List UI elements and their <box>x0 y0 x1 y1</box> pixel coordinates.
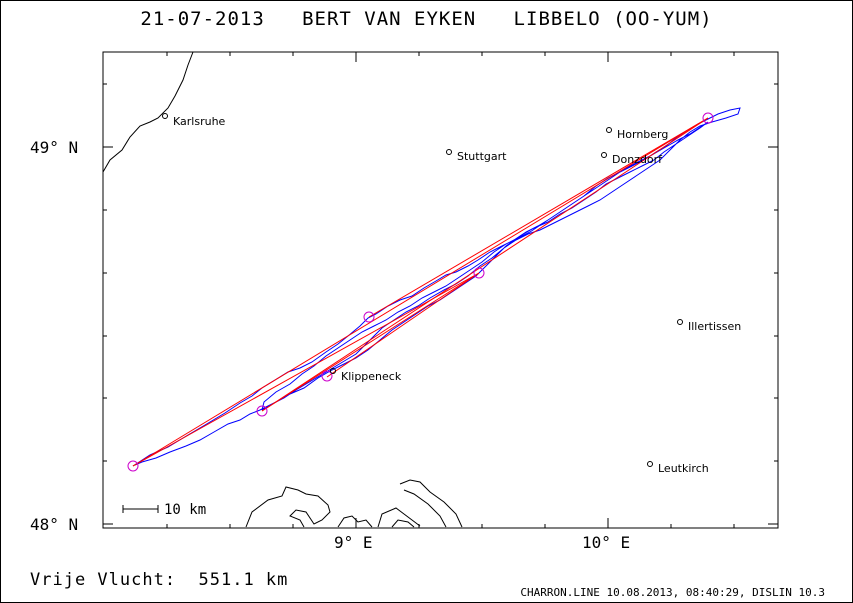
turnpoint-5 <box>702 112 714 124</box>
plot-frame <box>102 51 779 529</box>
map-title: 21-07-2013 BERT VAN EYKEN LIBBELO (OO-YU… <box>140 8 713 30</box>
flight-distance: Vrije Vlucht: 551.1 km <box>30 570 289 590</box>
render-credit: CHARRON.LINE 10.08.2013, 08:40:29, DISLI… <box>520 586 825 599</box>
turnpoints <box>127 112 714 472</box>
turnpoint-1 <box>256 405 268 417</box>
turnpoint-3 <box>363 311 375 323</box>
scale-bar <box>122 505 159 513</box>
place-stuttgart: Stuttgart <box>457 150 507 163</box>
lake-outlines <box>245 479 463 528</box>
flight-legs <box>132 117 709 467</box>
scale-bar-label: 10 km <box>164 502 206 518</box>
place-hornberg: Hornberg <box>617 128 668 141</box>
turnpoint-start <box>127 460 139 472</box>
border-line <box>102 51 194 173</box>
place-leutkirch: Leutkirch <box>658 462 709 475</box>
place-markers: Karlsruhe Stuttgart Hornberg Donzdorf Il… <box>162 113 741 475</box>
y-label-48: 48° N <box>30 515 78 534</box>
turnpoint-4 <box>473 267 485 279</box>
place-donzdorf: Donzdorf <box>612 153 663 166</box>
place-illertissen: Illertissen <box>688 320 741 333</box>
place-klippeneck: Klippeneck <box>341 370 402 383</box>
y-label-49: 49° N <box>30 138 78 157</box>
x-label-9: 9° E <box>334 533 373 552</box>
place-karlsruhe: Karlsruhe <box>173 115 226 128</box>
turnpoint-2 <box>321 370 333 382</box>
x-label-10: 10° E <box>582 533 630 552</box>
axis-ticks <box>103 52 778 528</box>
